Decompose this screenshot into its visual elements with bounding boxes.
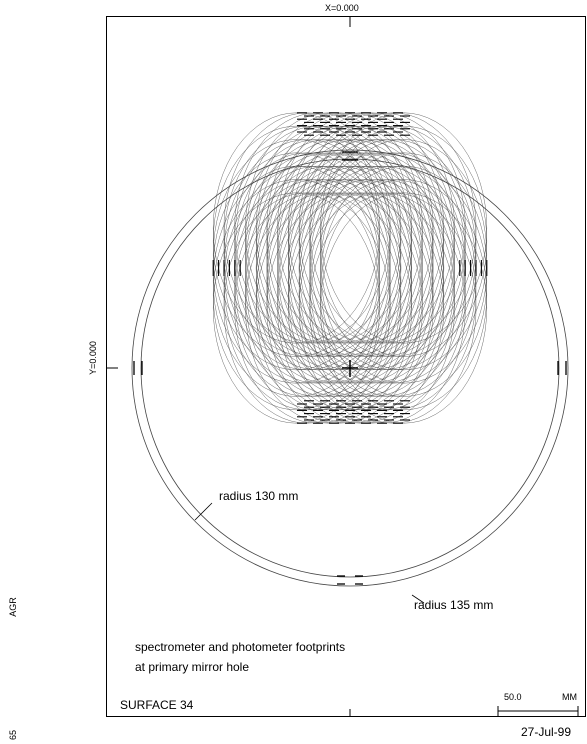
footprint-ellipse	[309, 165, 477, 397]
inner-circle-annotation: radius 130 mm	[219, 489, 299, 503]
footprint-ellipse	[298, 165, 466, 397]
footprint-ellipse	[298, 179, 466, 411]
footprint-ellipse	[223, 139, 391, 371]
footprint-ellipse	[245, 125, 413, 357]
surface-label: SURFACE 34	[120, 698, 194, 712]
footprint-ellipse	[277, 152, 445, 384]
footprint-ellipse	[212, 165, 380, 397]
scale-unit: MM	[562, 692, 577, 702]
footprint-ellipse	[212, 152, 380, 384]
footprint-ellipse	[266, 192, 434, 424]
footprint-ellipse	[320, 139, 488, 371]
footprint-ellipse	[234, 139, 402, 371]
footprint-ellipse	[266, 125, 434, 357]
footprint-ellipse	[245, 192, 413, 424]
footprint-ellipse	[287, 179, 455, 411]
footprint-ellipse	[309, 152, 477, 384]
footprint-ellipse	[234, 165, 402, 397]
footprint-ellipse	[277, 179, 445, 411]
scale-bar	[497, 706, 579, 716]
caption-line-2: at primary mirror hole	[135, 660, 250, 674]
date-label: 27-Jul-99	[521, 725, 572, 739]
footprint-ellipse	[287, 192, 455, 424]
footprint-ellipse	[234, 112, 402, 344]
footprint-ellipse	[320, 179, 488, 411]
footprint-ellipse	[255, 179, 423, 411]
footprint-ellipse	[298, 139, 466, 371]
footprint-ellipse	[245, 152, 413, 384]
footprint-ellipse	[309, 112, 477, 344]
footprint-ellipse	[212, 192, 380, 424]
footprint-ellipse	[223, 179, 391, 411]
footprint-ellipse	[287, 112, 455, 344]
footprint-ellipse	[255, 192, 423, 424]
footprint-ellipse	[223, 112, 391, 344]
side-label: AGR	[8, 597, 18, 617]
footprint-ellipse	[309, 192, 477, 424]
footprint-ellipse	[277, 112, 445, 344]
footprint-ellipse	[320, 192, 488, 424]
footprint-ellipse	[234, 152, 402, 384]
footprint-ellipse	[309, 179, 477, 411]
footprint-ellipse	[212, 139, 380, 371]
outer-circle	[131, 149, 569, 587]
outer-circle-annotation: radius 135 mm	[414, 598, 494, 612]
footprint-ellipse	[266, 139, 434, 371]
footprint-ellipse	[287, 139, 455, 371]
footprint-ellipse	[234, 179, 402, 411]
x-axis-label: X=0.000	[325, 3, 359, 13]
footprint-ellipse	[223, 125, 391, 357]
footprint-ellipse	[255, 112, 423, 344]
footprint-ellipse	[255, 152, 423, 384]
footprint-ellipse	[277, 125, 445, 357]
footprint-ellipse	[309, 125, 477, 357]
inner-circle-leader	[194, 502, 213, 521]
footprint-ellipse	[320, 112, 488, 344]
scale-value: 50.0	[504, 692, 522, 702]
caption-line-1: spectrometer and photometer footprints	[135, 640, 346, 654]
footprint-ellipse	[309, 139, 477, 371]
footprint-ellipse	[287, 125, 455, 357]
footprint-ellipse	[266, 152, 434, 384]
footprint-ellipse	[298, 192, 466, 424]
footprint-ellipse	[245, 112, 413, 344]
footprint-ellipse	[245, 179, 413, 411]
inner-circle	[140, 158, 560, 578]
footprint-ellipse	[223, 165, 391, 397]
footprint-ellipse	[277, 165, 445, 397]
footprint-ellipse	[298, 152, 466, 384]
footprint-ellipse	[234, 192, 402, 424]
footprint-ellipse	[255, 125, 423, 357]
footprint-ellipse	[277, 139, 445, 371]
footprint-ellipse	[212, 125, 380, 357]
outer-circle-leader	[411, 594, 425, 604]
footprint-ellipse	[320, 165, 488, 397]
footprint-ellipse	[255, 139, 423, 371]
footprint-ellipse	[255, 165, 423, 397]
footprint-ellipse	[223, 192, 391, 424]
footprint-ellipse	[320, 125, 488, 357]
footprint-ellipse	[212, 179, 380, 411]
footprint-ellipse	[212, 112, 380, 344]
footprint-ellipse	[245, 165, 413, 397]
footprint-ellipse	[287, 165, 455, 397]
footprint-ellipse	[245, 139, 413, 371]
edge-marks	[133, 112, 567, 585]
y-axis-label: Y=0.000	[88, 341, 98, 375]
corner-number: 65	[8, 730, 18, 741]
footprint-ellipse	[266, 112, 434, 344]
footprint-ellipse	[287, 152, 455, 384]
plot-frame	[106, 16, 586, 717]
footprint-ellipse	[223, 152, 391, 384]
footprint-ellipse	[277, 192, 445, 424]
footprint-ellipses	[212, 112, 488, 424]
footprint-ellipse	[320, 152, 488, 384]
footprint-ellipse	[298, 112, 466, 344]
